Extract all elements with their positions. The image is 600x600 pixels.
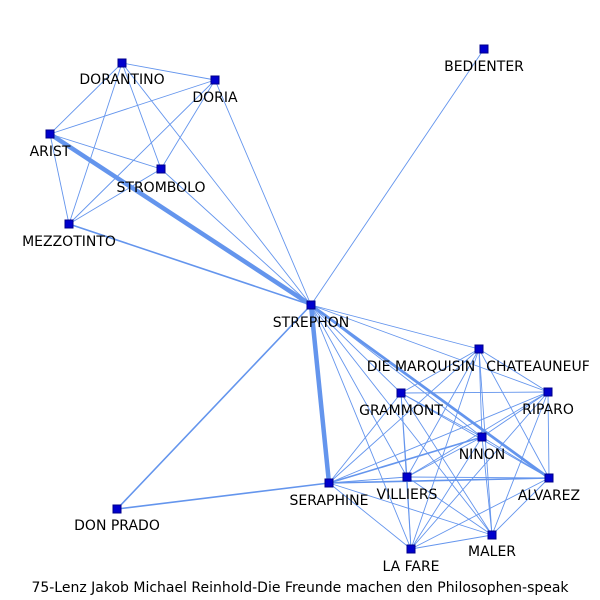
node-label-villiers: VILLIERS xyxy=(377,487,438,503)
edge-dorantino-mezzotinto xyxy=(68,62,123,225)
node-dorantino xyxy=(117,58,127,68)
node-label-dorantino: DORANTINO xyxy=(79,72,164,88)
node-alvarez xyxy=(544,473,554,483)
edge-doria-mezzotinto xyxy=(68,79,216,225)
edge-dorantino-strombolo xyxy=(121,62,162,170)
node-label-mezzotinto: MEZZOTINTO xyxy=(22,234,116,250)
node-ninon xyxy=(477,432,487,442)
edge-die-marquisin-la-fare xyxy=(410,348,480,550)
edge-dorantino-doria xyxy=(121,62,216,81)
edge-strephon-ninon xyxy=(310,304,483,438)
node-label-ninon: NINON xyxy=(459,447,506,463)
edge-die-marquisin-seraphine xyxy=(328,348,480,484)
edge-bedienter-strephon xyxy=(310,48,485,306)
node-label-arist: ARIST xyxy=(30,144,71,160)
edge-strephon-die-marquisin xyxy=(310,304,480,350)
edge-dorantino-arist xyxy=(49,62,123,135)
edge-riparo-maler xyxy=(491,391,549,536)
edge-arist-strephon xyxy=(47,131,314,308)
node-mezzotinto xyxy=(64,219,74,229)
edge-seraphine-maler xyxy=(328,482,493,536)
node-don-prado xyxy=(112,504,122,514)
edge-grammont-maler xyxy=(400,392,493,536)
node-label-don-prado: DON PRADO xyxy=(74,518,160,534)
edge-alvarez-la-fare xyxy=(410,477,550,550)
edge-villiers-alvarez xyxy=(406,476,550,479)
node-label-doria: DORIA xyxy=(192,90,238,106)
node-label-riparo: RIPARO xyxy=(522,402,574,418)
node-doria xyxy=(210,75,220,85)
node-strombolo xyxy=(156,164,166,174)
edge-seraphine-alvarez xyxy=(328,477,550,484)
node-riparo xyxy=(543,387,553,397)
edge-doria-strombolo xyxy=(160,79,216,170)
node-label-die-marquisin: DIE MARQUISIN xyxy=(367,359,475,375)
edge-alvarez-maler xyxy=(491,477,550,536)
edge-strephon-la-fare xyxy=(310,304,412,550)
edge-layer xyxy=(47,48,551,550)
node-layer xyxy=(45,44,554,554)
node-seraphine xyxy=(324,478,334,488)
edge-seraphine-villiers xyxy=(328,476,408,484)
edge-ninon-la-fare xyxy=(410,436,483,550)
edge-riparo-ninon xyxy=(481,391,549,438)
edge-die-marquisin-grammont xyxy=(400,348,480,394)
edge-strephon-don-prado xyxy=(116,304,312,510)
edge-strombolo-strephon xyxy=(160,168,312,306)
node-maler xyxy=(487,530,497,540)
edge-strephon-maler xyxy=(310,304,493,536)
edge-strephon-grammont xyxy=(310,304,402,394)
edge-villiers-maler xyxy=(406,476,493,536)
edge-die-marquisin-riparo xyxy=(478,348,549,393)
edge-doria-strephon xyxy=(214,79,312,306)
edge-ninon-alvarez xyxy=(481,436,550,479)
edge-ninon-villiers xyxy=(406,436,483,478)
node-label-strephon: STREPHON xyxy=(273,315,349,331)
edge-ninon-maler xyxy=(481,436,493,536)
label-layer: DORANTINO DORIA BEDIENTER ARIST STROMBOLO MEZ… xyxy=(22,59,590,575)
edge-strephon-villiers xyxy=(310,304,408,478)
edge-seraphine-don-prado xyxy=(116,482,330,510)
edge-mezzotinto-strephon xyxy=(68,223,312,306)
edge-la-fare-maler xyxy=(410,534,493,550)
graph-caption: 75-Lenz Jakob Michael Reinhold-Die Freun… xyxy=(31,580,569,596)
node-label-grammont: GRAMMONT xyxy=(359,403,443,419)
node-label-la-fare: LA FARE xyxy=(382,559,439,575)
node-bedienter xyxy=(479,44,489,54)
node-strephon xyxy=(306,300,316,310)
node-label-strombolo: STROMBOLO xyxy=(117,180,206,196)
node-label-maler: MALER xyxy=(468,544,516,560)
edge-dorantino-strephon xyxy=(121,62,312,306)
edge-arist-mezzotinto xyxy=(49,133,70,225)
edge-grammont-riparo xyxy=(400,391,549,394)
edge-grammont-seraphine xyxy=(328,392,402,484)
node-label-seraphine: SERAPHINE xyxy=(290,493,369,509)
edge-riparo-la-fare xyxy=(410,391,549,550)
node-arist xyxy=(45,129,55,139)
edge-arist-strombolo xyxy=(49,133,162,170)
edge-strombolo-mezzotinto xyxy=(68,168,162,225)
edge-villiers-la-fare xyxy=(406,476,412,550)
edge-seraphine-la-fare xyxy=(328,482,412,550)
edge-strephon-seraphine xyxy=(308,302,332,486)
edge-doria-arist xyxy=(49,79,216,135)
node-label-alvarez: ALVAREZ xyxy=(518,488,580,504)
node-label-chateauneuf: CHATEAUNEUF xyxy=(486,359,590,375)
edge-riparo-alvarez xyxy=(547,391,550,479)
edge-strephon-riparo xyxy=(310,304,549,393)
node-la-fare xyxy=(406,544,416,554)
edge-die-marquisin-ninon xyxy=(478,348,483,438)
node-grammont xyxy=(396,388,406,398)
edge-die-marquisin-villiers xyxy=(406,348,480,478)
edge-riparo-seraphine xyxy=(328,391,549,484)
edge-strephon-alvarez xyxy=(309,303,551,480)
node-villiers xyxy=(402,472,412,482)
node-die-marquisin xyxy=(474,344,484,354)
edge-die-marquisin-alvarez xyxy=(478,348,550,479)
node-label-bedienter: BEDIENTER xyxy=(444,59,524,75)
